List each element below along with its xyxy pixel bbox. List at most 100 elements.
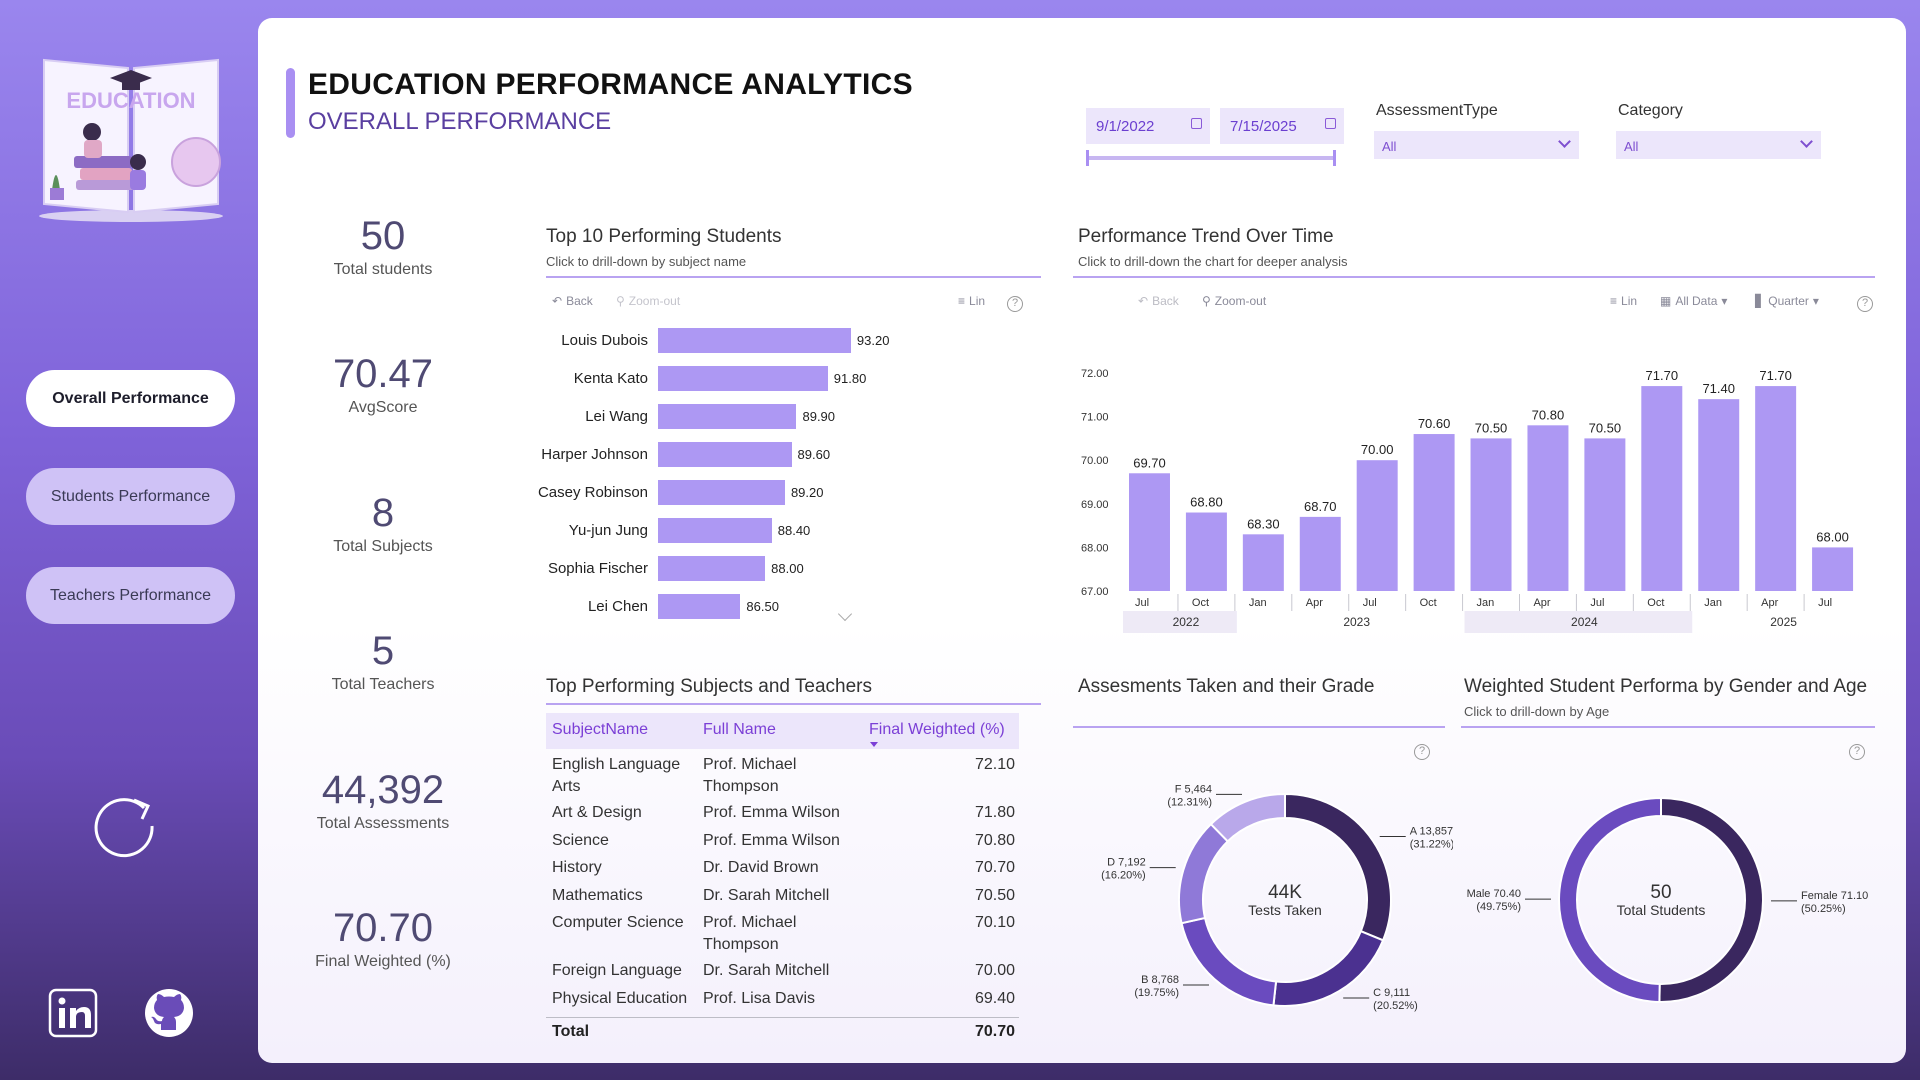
bar[interactable] (1641, 386, 1683, 591)
lin-label: Lin (969, 294, 986, 308)
bar-row[interactable]: Sophia Fischer 88.00 (548, 554, 968, 584)
bar[interactable] (1185, 512, 1227, 591)
help-icon[interactable]: ? (1849, 744, 1865, 760)
bar-row[interactable]: Louis Dubois 93.20 (548, 326, 968, 356)
bar-value-label: 88.40 (777, 523, 811, 538)
help-icon[interactable]: ? (1007, 296, 1023, 312)
bar-row[interactable]: Yu-jun Jung 88.40 (548, 516, 968, 546)
kpi-total-students: 50 Total students (278, 214, 488, 279)
year-band (1464, 611, 1693, 633)
help-icon[interactable]: ? (1857, 296, 1873, 312)
x-tick-label: Apr (1761, 597, 1778, 609)
bar[interactable] (658, 404, 797, 429)
help-icon[interactable]: ? (1414, 744, 1430, 760)
slider-handle-end[interactable] (1333, 150, 1336, 166)
quarter-dropdown[interactable]: ▋ Quarter ▾ (1755, 294, 1819, 308)
lin-button[interactable]: ≡ Lin (1610, 294, 1637, 308)
donut-slice[interactable] (1178, 822, 1230, 925)
assessment-type-value: All (1382, 139, 1397, 154)
magnifier-icon: ⚲ (616, 294, 625, 308)
bar-row[interactable]: Casey Robinson 89.20 (538, 478, 968, 508)
donut-slice[interactable] (1557, 796, 1662, 1004)
bar[interactable] (1470, 438, 1512, 591)
bar-value-label: 68.30 (1247, 516, 1280, 531)
bar-value-label: 86.50 (746, 599, 779, 614)
linkedin-icon[interactable] (48, 988, 98, 1038)
bar-value-label: 93.20 (856, 333, 890, 348)
assessment-type-dropdown[interactable]: All (1374, 131, 1579, 159)
year-band (1123, 611, 1237, 633)
table-cell-subject: Physical Education (552, 989, 688, 1007)
bar[interactable] (1755, 386, 1797, 591)
bar[interactable] (658, 480, 785, 505)
bar[interactable] (1299, 516, 1341, 591)
category-dropdown[interactable]: All (1616, 131, 1821, 159)
bar[interactable] (658, 556, 766, 581)
kpi-total-teachers: 5 Total Teachers (278, 629, 488, 694)
donut-slice-percent: (50.25%) (1801, 903, 1846, 915)
zoom-out-button[interactable]: ⚲ Zoom-out (1202, 294, 1266, 308)
nav-students-performance[interactable]: Students Performance (26, 468, 235, 525)
github-icon[interactable] (144, 988, 194, 1038)
slider-handle-start[interactable] (1086, 150, 1089, 166)
table-cell-teacher: Prof. Emma Wilson (703, 831, 840, 849)
bar[interactable] (1356, 460, 1398, 591)
donut-slice[interactable] (1284, 792, 1392, 942)
bar[interactable] (1413, 434, 1455, 591)
page-subtitle: OVERALL PERFORMANCE (308, 108, 612, 135)
bar[interactable] (1527, 425, 1569, 591)
y-tick-label: 68.00 (1081, 542, 1109, 554)
nav-teachers-performance[interactable]: Teachers Performance (26, 567, 235, 624)
bar[interactable] (658, 518, 772, 543)
bar-row[interactable]: Lei Chen 86.50 (548, 592, 968, 622)
donut-slice[interactable] (1209, 792, 1286, 843)
bar[interactable] (1129, 473, 1170, 591)
donut-slice-label: Male 70.40 (1467, 888, 1521, 900)
donut-slice[interactable] (1180, 916, 1278, 1007)
donut-slice-percent: (16.20%) (1101, 870, 1146, 882)
table-cell-teacher: Prof. Lisa Davis (703, 989, 816, 1007)
date-to-value: 7/15/2025 (1230, 117, 1297, 135)
lin-button[interactable]: ≡ Lin (958, 294, 985, 308)
x-tick-label: Jul (1590, 597, 1604, 609)
calendar-icon[interactable] (1191, 118, 1202, 129)
nav-overall-performance[interactable]: Overall Performance (26, 370, 235, 427)
date-from-input[interactable]: 9/1/2022 (1086, 108, 1210, 144)
quarter-label: Quarter (1768, 294, 1809, 308)
bar-row[interactable]: Lei Wang 89.90 (548, 402, 968, 432)
bar[interactable] (1698, 399, 1740, 591)
table-cell-teacher: Prof. Michael Thompson (703, 756, 797, 795)
calendar-icon[interactable] (1325, 118, 1336, 129)
column-header-full-name[interactable]: Full Name (703, 721, 776, 738)
back-arrow-icon: ↶ (552, 294, 563, 308)
donut-slice[interactable] (1658, 796, 1764, 1003)
bar-row[interactable]: Harper Johnson 89.60 (541, 440, 968, 470)
kpi-label: Final Weighted (%) (315, 953, 451, 970)
bar[interactable] (658, 442, 792, 467)
bar[interactable] (658, 328, 851, 353)
lin-label: Lin (1621, 294, 1638, 308)
bar[interactable] (658, 594, 741, 619)
donut-slice-percent: (19.75%) (1134, 987, 1179, 999)
bar[interactable] (1584, 438, 1626, 591)
date-range-slider[interactable] (1086, 150, 1336, 166)
back-button[interactable]: ↶ Back (552, 294, 593, 308)
back-button[interactable]: ↶ Back (1138, 294, 1179, 308)
bar[interactable] (1812, 547, 1854, 591)
bar-row[interactable]: Kenta Kato 91.80 (548, 364, 968, 394)
date-to-input[interactable]: 7/15/2025 (1220, 108, 1344, 144)
kpi-value: 70.70 (332, 906, 434, 950)
zoom-out-button[interactable]: ⚲ Zoom-out (616, 294, 680, 308)
table-cell-subject: Computer Science (552, 914, 684, 931)
table-cell-value: 70.70 (974, 859, 1015, 876)
table-total-label: Total (552, 1023, 590, 1040)
donut-slice[interactable] (1272, 929, 1385, 1007)
x-tick-label: Apr (1306, 597, 1323, 609)
education-logo: EDUCATION (36, 50, 226, 226)
all-data-dropdown[interactable]: ▦ All Data ▾ (1660, 294, 1727, 308)
bar[interactable] (1242, 534, 1284, 591)
column-header-subject[interactable]: SubjectName (552, 721, 649, 738)
refresh-icon[interactable] (88, 786, 160, 858)
column-header-final-weighted[interactable]: Final Weighted (%) (869, 721, 1005, 738)
bar[interactable] (658, 366, 828, 391)
